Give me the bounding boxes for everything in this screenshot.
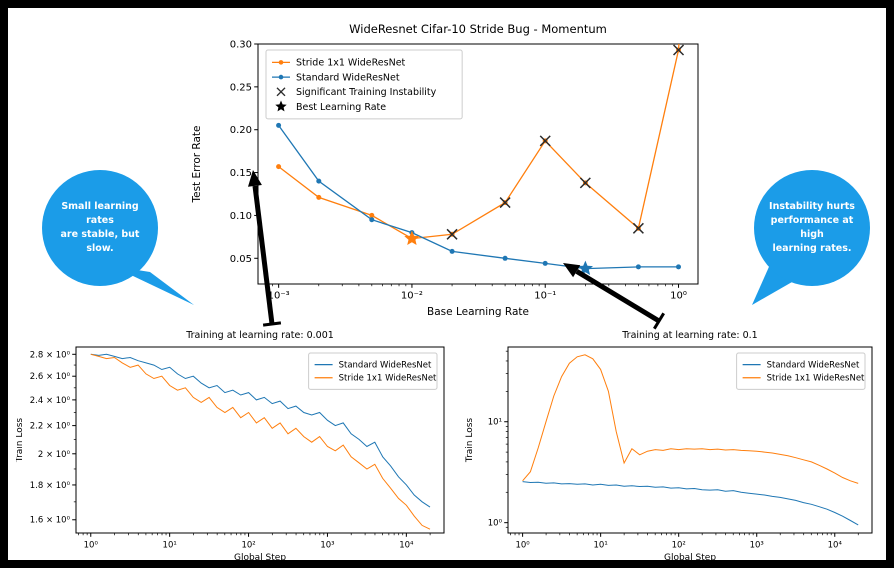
instability-x-marker bbox=[672, 44, 685, 56]
y-tick-label: 0.25 bbox=[230, 82, 252, 93]
axes-ticks: 10⁰ 10¹ 10² 10³ 10⁴ 10⁰ 10¹ bbox=[488, 350, 859, 551]
plot-area bbox=[90, 353, 431, 530]
y-tick-label: 0.05 bbox=[230, 254, 252, 265]
series-line bbox=[522, 481, 859, 526]
y-axis-label: Train Loss bbox=[465, 418, 475, 464]
series-line bbox=[522, 354, 859, 484]
y-tick-label: 1.6 × 10⁰ bbox=[30, 516, 71, 526]
legend-dot-sample bbox=[278, 60, 284, 65]
plot-border bbox=[507, 346, 873, 534]
series-point bbox=[502, 255, 508, 261]
legend-label: Stride 1x1 WideResNet bbox=[767, 374, 865, 384]
callout-bubble-left: Small learning rates are stable, but slo… bbox=[42, 170, 158, 286]
instability-x-marker bbox=[539, 135, 551, 147]
chart-title: Training at learning rate: 0.1 bbox=[621, 330, 757, 341]
y-tick-label: 2.4 × 10⁰ bbox=[30, 396, 71, 406]
legend-label: Standard WideResNet bbox=[296, 72, 400, 83]
best-lr-star-marker bbox=[577, 260, 593, 275]
legend-star-sample bbox=[275, 100, 287, 112]
y-axis-label: Train Loss bbox=[16, 418, 25, 464]
plot-border bbox=[257, 43, 699, 285]
callout-text-left: Small learning rates are stable, but slo… bbox=[60, 201, 140, 254]
x-tick-label: 10² bbox=[241, 541, 255, 551]
x-axis-label: Global Step bbox=[664, 553, 716, 560]
instability-x-marker bbox=[499, 197, 511, 209]
x-tick-label: 10¹ bbox=[163, 541, 177, 551]
y-tick-label: 0.15 bbox=[230, 168, 252, 179]
x-tick-label: 10⁰ bbox=[670, 291, 687, 302]
series-line bbox=[90, 353, 431, 530]
legend-label: Stride 1x1 WideResNet bbox=[296, 58, 406, 69]
y-tick-label: 2 × 10⁰ bbox=[38, 450, 71, 460]
series-point bbox=[276, 122, 282, 128]
series-point bbox=[635, 264, 641, 270]
y-tick-label: 10⁰ bbox=[488, 519, 503, 529]
plot-area bbox=[522, 354, 859, 526]
y-tick-label: 0.30 bbox=[230, 40, 252, 51]
test-error-vs-learning-rate-chart: WideResnet Cifar-10 Stride Bug - Momentu… bbox=[191, 22, 699, 318]
axes-ticks: 10⁰ 10¹ 10² 10³ 10⁴ 1.6 × 10⁰ 1.8 × 10⁰ 2 × 10⁰… bbox=[30, 350, 431, 551]
callout-text-right: Instability hurts performance at high le… bbox=[769, 201, 855, 254]
y-tick-label: 0.10 bbox=[230, 211, 252, 222]
callout-bubble-right: Instability hurts performance at high le… bbox=[754, 170, 870, 286]
series-point bbox=[449, 248, 455, 254]
x-tick-label: 10² bbox=[672, 541, 686, 551]
legend-label: Stride 1x1 WideResNet bbox=[339, 374, 437, 384]
x-tick-label: 10⁻¹ bbox=[534, 291, 556, 302]
instability-x-marker bbox=[579, 177, 591, 189]
chart-title: Training at learning rate: 0.001 bbox=[185, 330, 334, 341]
x-axis-label: Base Learning Rate bbox=[427, 306, 529, 318]
series-point bbox=[316, 194, 322, 200]
x-tick-label: 10⁻³ bbox=[268, 291, 290, 302]
legend-label: Standard WideResNet bbox=[339, 361, 432, 371]
series-line bbox=[90, 353, 431, 508]
series-point bbox=[369, 217, 375, 223]
y-tick-label: 2.8 × 10⁰ bbox=[30, 350, 71, 360]
y-tick-label: 1.8 × 10⁰ bbox=[30, 481, 71, 491]
train-loss-lr-0001-chart: Training at learning rate: 0.001 Global S… bbox=[16, 330, 445, 560]
x-tick-label: 10⁴ bbox=[828, 541, 843, 551]
train-loss-lr-01-chart: Training at learning rate: 0.1 Global Ste… bbox=[465, 330, 873, 560]
instability-x-marker bbox=[632, 222, 644, 234]
legend: Standard WideResNet Stride 1x1 WideResNet bbox=[736, 352, 866, 390]
x-tick-label: 10⁰ bbox=[84, 541, 99, 551]
y-tick-label: 0.20 bbox=[230, 125, 252, 136]
series-point bbox=[316, 178, 322, 184]
legend: Stride 1x1 WideResNet Standard WideResNet… bbox=[265, 49, 463, 120]
series-point bbox=[542, 260, 548, 266]
x-tick-label: 10³ bbox=[320, 541, 334, 551]
legend-label: Significant Training Instability bbox=[296, 87, 437, 98]
legend-box bbox=[265, 49, 463, 120]
series-point bbox=[676, 264, 681, 270]
x-axis-label: Global Step bbox=[234, 553, 286, 560]
x-tick-label: 10¹ bbox=[594, 541, 608, 551]
legend-label: Best Learning Rate bbox=[296, 102, 386, 113]
legend: Standard WideResNet Stride 1x1 WideResNet bbox=[308, 352, 438, 390]
legend-dot-sample bbox=[278, 74, 284, 80]
x-tick-label: 10³ bbox=[750, 541, 764, 551]
series-point bbox=[369, 212, 375, 218]
chart-title: WideResnet Cifar-10 Stride Bug - Momentu… bbox=[349, 22, 607, 36]
series-line bbox=[278, 44, 680, 240]
y-tick-label: 2.2 × 10⁰ bbox=[30, 422, 71, 432]
instability-x-marker bbox=[446, 228, 458, 240]
x-tick-label: 10⁻² bbox=[401, 291, 423, 302]
x-tick-label: 10⁴ bbox=[399, 541, 414, 551]
y-axis-label: Test Error Rate bbox=[191, 125, 203, 203]
legend-box bbox=[308, 352, 438, 390]
axes-ticks: 10⁻³ 10⁻² 10⁻¹ 10⁰ 0.05 0.10 0.15 0.20 0.25 0.30 bbox=[230, 40, 687, 302]
series-line bbox=[278, 125, 679, 270]
y-tick-label: 10¹ bbox=[488, 418, 502, 428]
best-lr-star-marker bbox=[404, 230, 420, 245]
series-point bbox=[276, 164, 282, 170]
figure-canvas: WideResnet Cifar-10 Stride Bug - Momentu… bbox=[8, 8, 886, 560]
legend-label: Standard WideResNet bbox=[767, 361, 860, 371]
plot-area bbox=[276, 44, 685, 275]
y-tick-label: 2.6 × 10⁰ bbox=[30, 372, 71, 382]
plot-border bbox=[75, 346, 445, 534]
x-tick-label: 10⁰ bbox=[515, 541, 530, 551]
instability-x-marker bbox=[276, 87, 286, 97]
legend-box bbox=[736, 352, 866, 390]
